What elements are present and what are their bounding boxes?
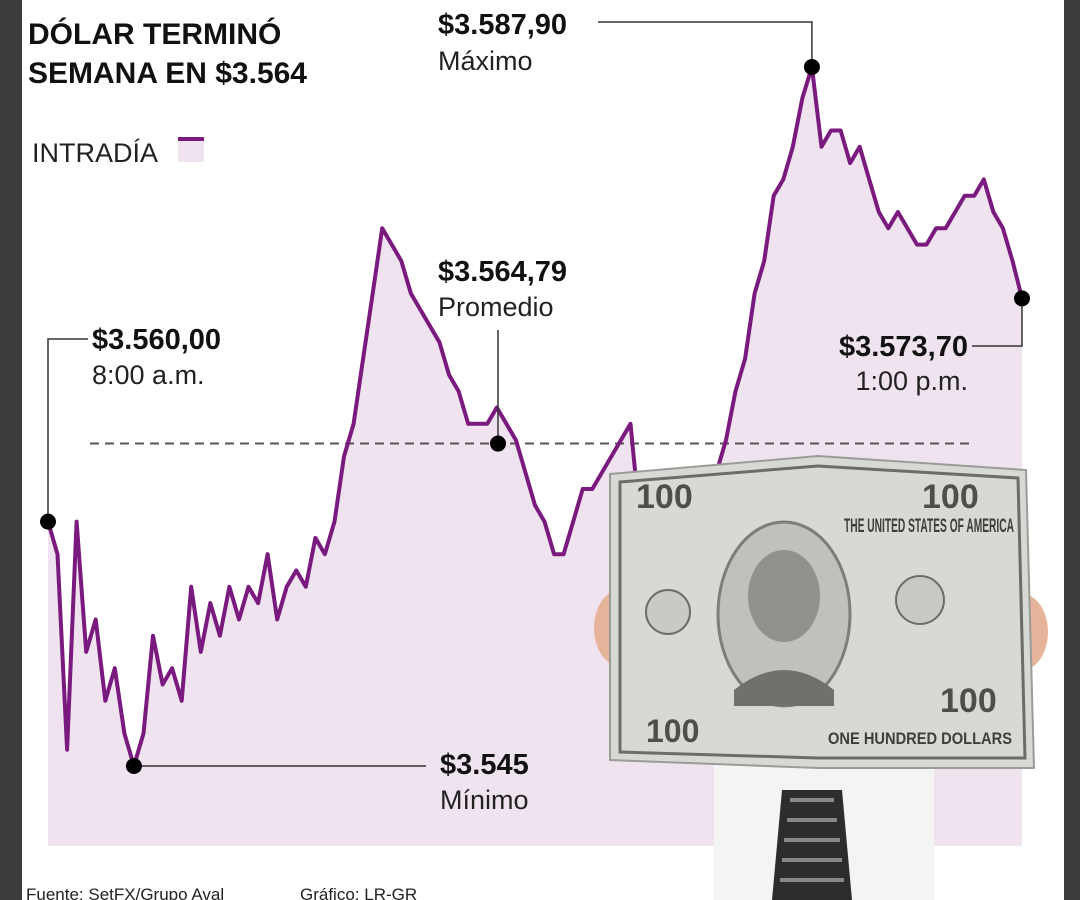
close-time-label: 1:00 p.m. (855, 366, 968, 396)
max-caption-label: Máximo (438, 46, 533, 76)
open-leader (47, 338, 88, 522)
legend-label: INTRADÍA (32, 138, 158, 168)
min-value-label: $3.545 (440, 749, 529, 781)
annotation-leaders (47, 21, 1023, 767)
max-leader (598, 21, 813, 67)
min-marker (125, 758, 142, 774)
banknote-border (618, 464, 1027, 760)
source-text: Fuente: SetFX/Grupo Aval (26, 885, 224, 900)
banknote-corner-value-left: 100 (636, 478, 693, 516)
left-seal (645, 589, 691, 635)
open-marker (40, 513, 56, 530)
open-time-label: 8:00 a.m. (92, 360, 205, 390)
close-leader (972, 298, 1023, 347)
banknote-corner-value-bottom: 100 (940, 682, 997, 720)
portrait-face (748, 550, 820, 642)
tie (772, 790, 852, 900)
credit-text: Gráfico: LR-GR (300, 885, 417, 900)
portrait-coat (734, 670, 834, 706)
chart-title-line-1: DÓLAR TERMINÓ (28, 17, 281, 51)
close-value-label: $3.573,70 (839, 331, 968, 363)
infographic-panel: DÓLAR TERMINÓ SEMANA EN $3.564 INTRADÍA (22, 0, 1064, 900)
avg-caption-label: Promedio (438, 292, 554, 322)
banknote-illustration: THE UNITED STATES OF AMERICA 100 100 100… (594, 454, 1048, 900)
right-border (1064, 0, 1080, 900)
banknote-denomination-text: ONE HUNDRED DOLLARS (828, 729, 1012, 748)
legend-swatch-area (178, 138, 204, 162)
series-line (46, 65, 1024, 768)
right-seal (895, 575, 945, 625)
banknote-country-text: THE UNITED STATES OF AMERICA (844, 516, 1014, 537)
open-value-label: $3.560,00 (92, 324, 221, 356)
average-marker (490, 435, 506, 452)
left-border (0, 0, 22, 900)
chart-title-line-2: SEMANA EN $3.564 (28, 57, 307, 90)
avg-value-label: $3.564,79 (438, 256, 567, 288)
banknote-corner-value-top: 100 (922, 478, 979, 516)
max-marker (803, 59, 820, 75)
min-caption-label: Mínimo (440, 785, 529, 815)
tie-stripes (780, 798, 844, 882)
banknote-corner-value-bottom-left: 100 (646, 713, 699, 749)
close-marker (1014, 290, 1030, 307)
max-value-label: $3.587,90 (438, 9, 567, 41)
chart-svg: DÓLAR TERMINÓ SEMANA EN $3.564 INTRADÍA (26, 9, 1048, 900)
